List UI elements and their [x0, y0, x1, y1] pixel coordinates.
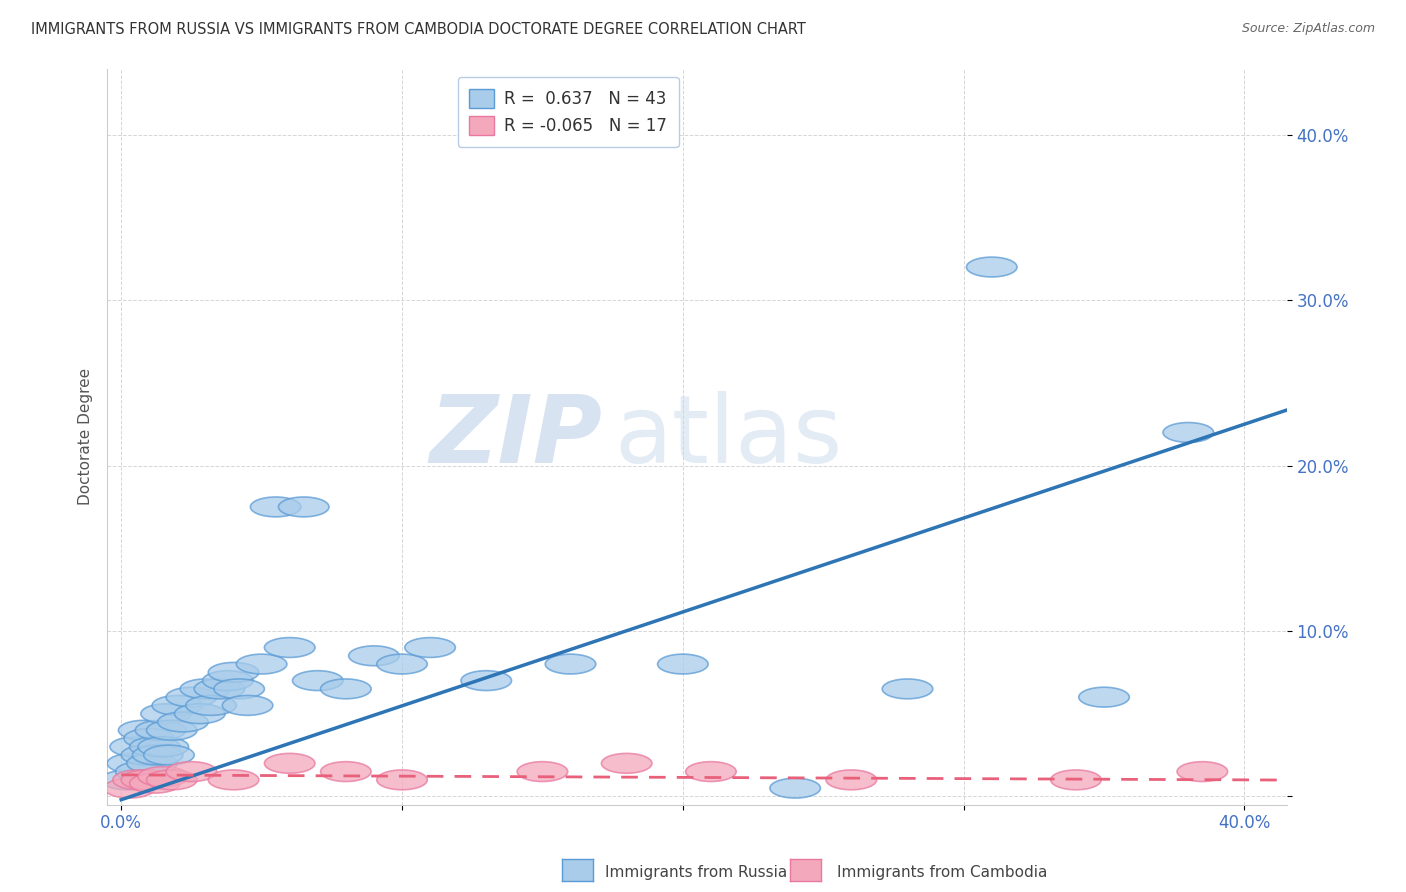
Ellipse shape — [1050, 770, 1101, 789]
Ellipse shape — [166, 687, 217, 707]
Ellipse shape — [129, 737, 180, 756]
Ellipse shape — [146, 770, 197, 789]
Ellipse shape — [208, 663, 259, 682]
Ellipse shape — [321, 679, 371, 698]
Text: Immigrants from Russia: Immigrants from Russia — [605, 865, 787, 880]
Ellipse shape — [132, 745, 183, 765]
Ellipse shape — [115, 762, 166, 781]
Ellipse shape — [686, 762, 737, 781]
Ellipse shape — [194, 679, 245, 698]
Ellipse shape — [602, 754, 652, 773]
Ellipse shape — [1177, 762, 1227, 781]
Ellipse shape — [166, 762, 217, 781]
Ellipse shape — [129, 773, 180, 793]
Ellipse shape — [264, 754, 315, 773]
Ellipse shape — [157, 712, 208, 732]
Ellipse shape — [461, 671, 512, 690]
Text: Source: ZipAtlas.com: Source: ZipAtlas.com — [1241, 22, 1375, 36]
Ellipse shape — [143, 745, 194, 765]
Ellipse shape — [250, 497, 301, 516]
Ellipse shape — [966, 257, 1017, 277]
Ellipse shape — [174, 704, 225, 723]
Ellipse shape — [138, 766, 188, 787]
Ellipse shape — [349, 646, 399, 665]
Ellipse shape — [292, 671, 343, 690]
Text: Immigrants from Cambodia: Immigrants from Cambodia — [837, 865, 1047, 880]
Ellipse shape — [1163, 423, 1213, 442]
Ellipse shape — [658, 654, 709, 674]
Text: ZIP: ZIP — [430, 391, 603, 483]
Ellipse shape — [135, 721, 186, 740]
Ellipse shape — [222, 696, 273, 715]
Ellipse shape — [377, 654, 427, 674]
Ellipse shape — [141, 704, 191, 723]
Ellipse shape — [377, 770, 427, 789]
Ellipse shape — [264, 638, 315, 657]
Ellipse shape — [101, 770, 152, 789]
Ellipse shape — [827, 770, 876, 789]
Ellipse shape — [127, 754, 177, 773]
Ellipse shape — [546, 654, 596, 674]
Ellipse shape — [321, 762, 371, 781]
Text: atlas: atlas — [614, 391, 842, 483]
Ellipse shape — [112, 770, 163, 789]
Ellipse shape — [121, 770, 172, 789]
Ellipse shape — [770, 778, 821, 798]
Ellipse shape — [180, 679, 231, 698]
Ellipse shape — [104, 778, 155, 798]
Ellipse shape — [882, 679, 932, 698]
Ellipse shape — [236, 654, 287, 674]
Ellipse shape — [124, 729, 174, 748]
Y-axis label: Doctorate Degree: Doctorate Degree — [79, 368, 93, 505]
Ellipse shape — [121, 745, 172, 765]
Ellipse shape — [208, 770, 259, 789]
Ellipse shape — [202, 671, 253, 690]
Ellipse shape — [278, 497, 329, 516]
Ellipse shape — [107, 754, 157, 773]
Text: IMMIGRANTS FROM RUSSIA VS IMMIGRANTS FROM CAMBODIA DOCTORATE DEGREE CORRELATION : IMMIGRANTS FROM RUSSIA VS IMMIGRANTS FRO… — [31, 22, 806, 37]
Ellipse shape — [146, 721, 197, 740]
Ellipse shape — [517, 762, 568, 781]
Ellipse shape — [186, 696, 236, 715]
Ellipse shape — [110, 737, 160, 756]
Legend: R =  0.637   N = 43, R = -0.065   N = 17: R = 0.637 N = 43, R = -0.065 N = 17 — [457, 77, 679, 147]
Ellipse shape — [214, 679, 264, 698]
Ellipse shape — [1078, 687, 1129, 707]
Ellipse shape — [405, 638, 456, 657]
Ellipse shape — [138, 737, 188, 756]
Ellipse shape — [118, 721, 169, 740]
Ellipse shape — [152, 696, 202, 715]
